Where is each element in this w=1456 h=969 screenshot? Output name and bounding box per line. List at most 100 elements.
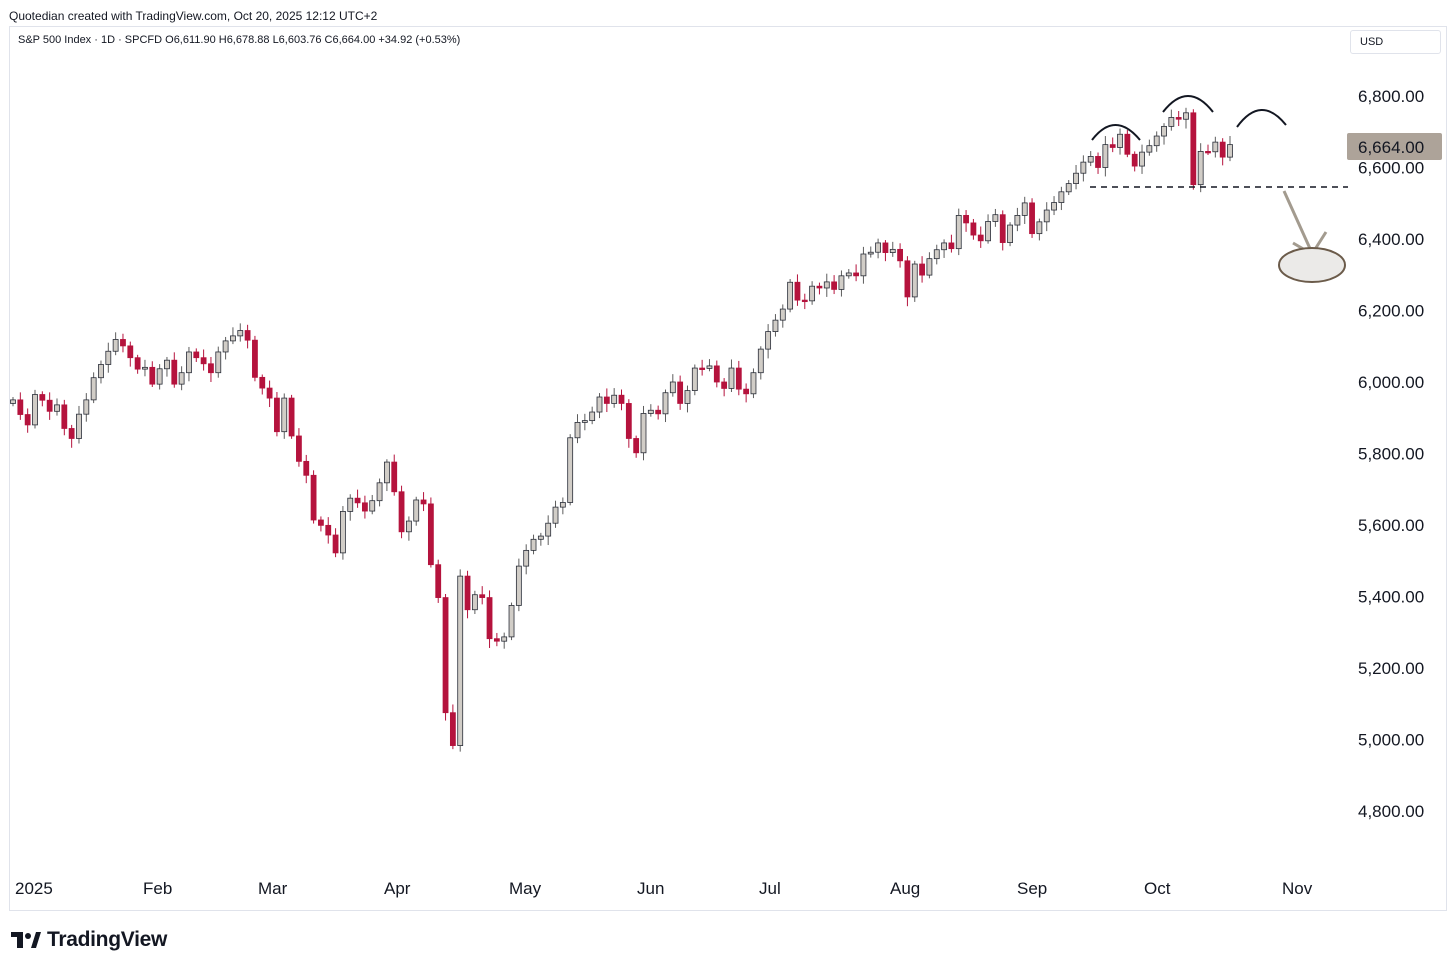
candle-body bbox=[794, 281, 801, 301]
candle bbox=[1227, 136, 1233, 162]
candle bbox=[435, 559, 442, 603]
candle-body bbox=[860, 253, 867, 277]
candle bbox=[230, 327, 236, 345]
x-tick-label: Apr bbox=[384, 879, 411, 898]
candle bbox=[1029, 198, 1035, 238]
candle-body bbox=[941, 242, 947, 251]
candle-body bbox=[515, 565, 522, 606]
x-tick-label: Jul bbox=[759, 879, 781, 898]
candle bbox=[684, 385, 691, 413]
candle bbox=[156, 364, 163, 390]
candle-body bbox=[1117, 133, 1123, 148]
candle-body bbox=[362, 502, 368, 512]
candle bbox=[1014, 207, 1021, 232]
candle-body bbox=[977, 234, 984, 242]
candle-body bbox=[1139, 151, 1145, 167]
candle bbox=[904, 256, 911, 307]
candle-body bbox=[318, 519, 324, 526]
candle-body bbox=[215, 351, 222, 374]
candle-body bbox=[164, 359, 170, 370]
candle-body bbox=[24, 414, 31, 426]
candle bbox=[310, 470, 317, 524]
candle-body bbox=[369, 500, 376, 512]
candle bbox=[1212, 136, 1219, 158]
candle bbox=[1117, 128, 1123, 155]
candle bbox=[39, 391, 46, 407]
candle bbox=[552, 500, 559, 528]
candle bbox=[259, 374, 266, 395]
candle bbox=[46, 392, 53, 420]
candle bbox=[933, 244, 940, 265]
candle-body bbox=[259, 376, 266, 389]
candle-body bbox=[618, 394, 625, 404]
candle bbox=[867, 246, 874, 258]
x-tick-label: Sep bbox=[1017, 879, 1047, 898]
candle bbox=[369, 494, 376, 515]
candle bbox=[186, 346, 192, 382]
candle-body bbox=[193, 351, 200, 359]
candle bbox=[545, 515, 552, 546]
candle bbox=[1168, 109, 1175, 131]
candle-body bbox=[963, 215, 969, 224]
candle bbox=[662, 389, 669, 423]
candle-body bbox=[120, 339, 126, 347]
candle bbox=[501, 632, 508, 649]
target-arrow-shaft bbox=[1282, 190, 1314, 254]
y-tick-label: 5,200.00 bbox=[1358, 659, 1424, 678]
candle bbox=[772, 314, 779, 337]
candle-body bbox=[875, 242, 881, 253]
tradingview-logo[interactable]: TradingView bbox=[11, 926, 167, 954]
candle bbox=[1043, 202, 1050, 232]
currency-selector[interactable]: USD bbox=[1350, 30, 1441, 54]
candle-body bbox=[779, 308, 786, 321]
candle-body bbox=[303, 460, 310, 476]
candle bbox=[252, 335, 258, 382]
candle bbox=[325, 517, 332, 544]
candle-body bbox=[230, 335, 236, 342]
candle bbox=[208, 356, 214, 382]
candle bbox=[332, 528, 339, 558]
candle-body bbox=[999, 214, 1006, 243]
tradingview-logo-icon bbox=[11, 932, 41, 948]
candle-body bbox=[904, 260, 911, 298]
candle-body bbox=[347, 497, 354, 512]
candle-body bbox=[677, 381, 684, 404]
candle bbox=[442, 593, 449, 721]
candle bbox=[1124, 129, 1131, 158]
attribution-header: Quotedian created with TradingView.com, … bbox=[9, 9, 378, 23]
candle bbox=[845, 269, 852, 279]
candle-body bbox=[640, 413, 647, 454]
candle bbox=[1131, 151, 1138, 172]
candle-body bbox=[1087, 156, 1094, 163]
candle-body bbox=[581, 420, 588, 423]
candle-body bbox=[1161, 125, 1167, 137]
candle bbox=[1065, 180, 1072, 196]
candle bbox=[537, 532, 544, 546]
candle bbox=[699, 359, 706, 376]
candle bbox=[853, 264, 860, 282]
x-tick-label: 2025 bbox=[15, 879, 53, 898]
candle bbox=[457, 569, 464, 752]
time-axis: 2025 Feb Mar Apr May Jun Jul Aug Sep Oct Nov bbox=[15, 879, 1313, 898]
candle-body bbox=[1219, 141, 1226, 158]
candle bbox=[970, 218, 977, 240]
candle bbox=[266, 380, 273, 408]
candle-body bbox=[252, 339, 258, 378]
candle bbox=[98, 360, 104, 384]
candle-body bbox=[1146, 145, 1153, 153]
candle-body bbox=[105, 350, 112, 365]
candle-body bbox=[134, 357, 141, 370]
candle bbox=[1087, 151, 1094, 167]
candle-body bbox=[955, 215, 962, 250]
candle bbox=[611, 388, 618, 408]
candle bbox=[530, 534, 537, 555]
candle-body bbox=[237, 330, 244, 337]
candle bbox=[713, 360, 720, 388]
candle bbox=[376, 478, 383, 507]
candle-body bbox=[486, 597, 493, 640]
candle-body bbox=[1131, 153, 1138, 167]
candle bbox=[823, 273, 830, 297]
candle-body bbox=[1168, 117, 1175, 127]
price-axis: 4,800.00 5,000.00 5,200.00 5,400.00 5,600.00… bbox=[1358, 87, 1424, 821]
